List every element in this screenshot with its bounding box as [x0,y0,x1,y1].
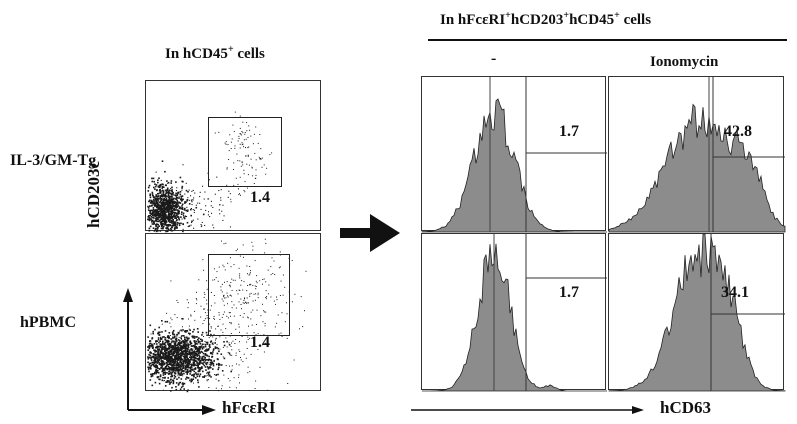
histogram-value-bottom-ionomycin: 34.1 [721,284,749,301]
histogram-bottom-ionomycin [608,233,786,392]
column-label-ionomycin: Ionomycin [650,54,719,70]
row-label-il3-gm-tg: IL-3/GM-Tg [10,152,97,169]
histogram-panel-bottom-control: 1.7 [421,233,607,392]
histogram-panel-bottom-ionomycin: 34.1 [608,233,786,392]
histogram-value-top-ionomycin: 42.8 [724,123,752,140]
dotplot-scatter-bottom [147,238,307,393]
dotplot-panel-top: 1.4 [145,80,321,233]
gate-value-top: 1.4 [250,189,270,206]
x-axis-label-hcd63: hCD63 [660,398,712,417]
histogram-panel-top-control: 1.7 [421,76,607,233]
left-title: In hCD45+ cells [165,44,265,62]
histogram-bottom-control [422,234,607,392]
x-axis-label-hfceri: hFcεRI [222,398,276,417]
histogram-value-bottom-control: 1.7 [559,284,579,301]
gate-value-bottom: 1.4 [250,334,270,351]
histogram-top-ionomycin [608,77,786,233]
gate-box-bottom [208,254,290,336]
histogram-value-top-control: 1.7 [559,123,579,140]
gate-box-top [208,117,282,187]
row-label-hpbmc: hPBMC [20,314,76,331]
histogram-panel-top-ionomycin: 42.8 [608,76,786,233]
dotplot-scatter-top [147,111,273,233]
column-label-control: - [491,50,497,67]
dotplot-panel-bottom: 1.4 [145,233,321,393]
right-title: In hFcεRI+hCD203+hCD45+ cells [440,10,652,28]
histogram-top-control [421,77,607,233]
